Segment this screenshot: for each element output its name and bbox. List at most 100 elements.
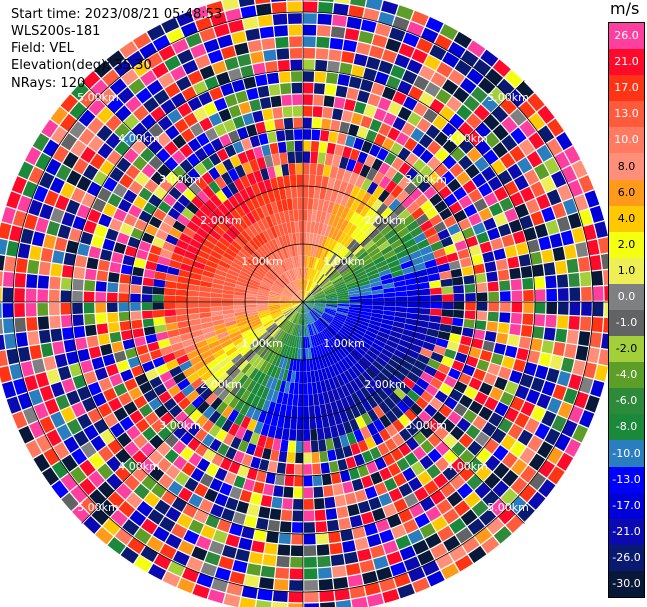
velocity-gate [371,507,386,522]
velocity-gate [147,341,160,352]
velocity-gate [249,255,260,266]
velocity-gate [349,148,361,161]
velocity-gate [300,336,303,349]
velocity-gate [188,318,201,327]
velocity-gate [317,345,324,357]
velocity-gate [357,251,369,261]
velocity-gate [420,439,435,454]
velocity-gate [4,256,17,272]
velocity-gate [546,189,562,206]
velocity-gate [466,68,484,85]
velocity-gate [330,190,339,203]
velocity-gate [474,527,493,545]
velocity-gate [312,475,323,487]
velocity-gate [123,401,138,416]
velocity-gate [326,300,338,302]
velocity-gate [282,247,289,259]
velocity-gate [186,244,200,255]
velocity-gate [243,478,255,492]
velocity-gate [406,244,420,255]
velocity-gate [202,326,215,335]
velocity-gate [339,470,351,483]
colorbar-segment [609,283,644,311]
velocity-gate [430,351,444,363]
velocity-gate [176,314,189,322]
velocity-gate [519,120,536,138]
velocity-gate [122,338,135,350]
velocity-gate [208,424,221,438]
velocity-gate [90,435,106,452]
velocity-gate [307,312,314,323]
velocity-gate [347,367,358,380]
velocity-gate [198,296,211,302]
velocity-gate [554,433,571,452]
velocity-gate [425,16,444,33]
velocity-gate [206,359,219,371]
velocity-gate [386,75,401,90]
velocity-gate [247,336,258,346]
velocity-gate [475,122,492,139]
velocity-gate [427,140,442,155]
velocity-gate [42,139,60,157]
velocity-gate [490,498,508,516]
velocity-gate [296,244,301,256]
velocity-gate [283,486,294,498]
velocity-gate [354,270,367,279]
velocity-gate [289,323,295,335]
velocity-gate [314,302,326,305]
velocity-gate [106,456,122,472]
velocity-gate [530,210,545,226]
velocity-gate [235,254,247,265]
velocity-gate [453,186,467,201]
velocity-gate [305,324,309,337]
velocity-gate [406,349,420,360]
velocity-gate [321,315,331,324]
velocity-gate [221,405,234,419]
velocity-gate [522,313,534,326]
velocity-gate [274,473,285,486]
velocity-gate [406,312,419,320]
velocity-gate [389,375,403,387]
velocity-gate [113,59,132,77]
velocity-gate [512,359,526,373]
velocity-gate [345,456,357,469]
velocity-gate [290,556,303,568]
velocity-gate [130,284,142,294]
colorbar-segment [609,492,644,520]
velocity-gate [339,156,349,170]
velocity-gate [435,338,449,348]
velocity-gate [321,368,329,381]
velocity-gate [324,153,334,166]
velocity-gate [143,97,159,113]
velocity-gate [392,117,407,131]
velocity-gate [312,335,318,347]
velocity-gate [383,249,396,260]
velocity-gate [24,213,38,230]
velocity-gate [432,178,446,192]
velocity-gate [291,405,298,418]
velocity-gate [290,186,298,199]
velocity-gate [157,163,172,178]
velocity-gate [363,8,380,22]
velocity-gate [545,314,557,328]
velocity-gate [381,278,394,285]
velocity-gate [279,380,287,393]
velocity-gate [376,388,389,401]
velocity-gate [323,329,333,340]
velocity-gate [242,112,255,126]
velocity-gate [578,175,594,193]
velocity-gate [364,436,377,449]
velocity-gate [116,232,130,245]
velocity-gate [186,349,200,360]
velocity-gate [285,309,295,318]
velocity-gate [301,290,303,302]
velocity-gate [258,287,270,293]
velocity-gate [228,130,240,144]
velocity-wedges [0,0,615,607]
velocity-gate [268,305,281,310]
velocity-gate [287,284,296,294]
velocity-gate [303,406,310,418]
velocity-gate [293,117,303,129]
velocity-gate [303,71,315,82]
velocity-gate [478,182,493,197]
